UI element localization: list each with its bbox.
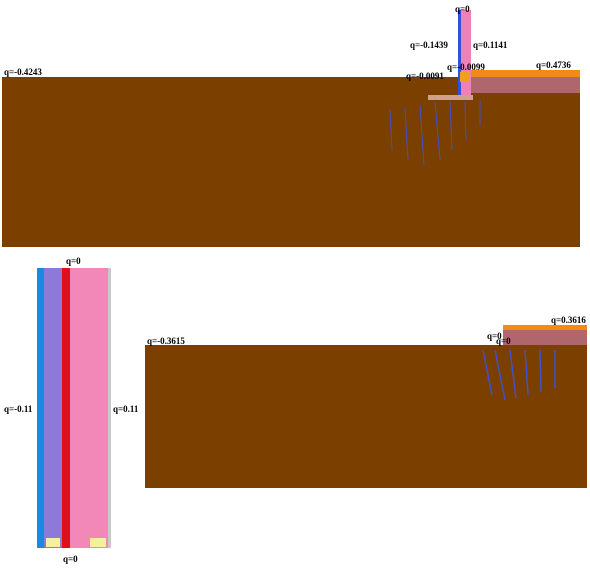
layer bbox=[70, 268, 108, 548]
label: q=0.11 bbox=[113, 404, 139, 414]
layer bbox=[62, 268, 70, 548]
arrow bbox=[494, 349, 506, 401]
wall-panel: q=0 q=-0.11 q=0.11 q=0 bbox=[4, 256, 139, 564]
node bbox=[460, 72, 470, 82]
load-strip bbox=[470, 70, 580, 77]
label: q=-0.11 bbox=[4, 404, 33, 414]
label: q=-0.4243 bbox=[4, 67, 42, 77]
block bbox=[46, 538, 60, 547]
fill-layer bbox=[503, 330, 587, 345]
arrow bbox=[464, 101, 467, 141]
label: q=0 bbox=[66, 256, 81, 266]
label: q=0.4736 bbox=[536, 60, 571, 70]
slope-panel: q=-0.3615 q=0.3616 q=0 q=0 bbox=[145, 315, 587, 488]
layer bbox=[108, 268, 111, 548]
label: q=-0.3615 bbox=[147, 336, 185, 346]
arrow bbox=[404, 107, 409, 161]
load-strip bbox=[503, 325, 587, 330]
arrow bbox=[524, 349, 529, 396]
label: q=-0.1439 bbox=[410, 40, 448, 50]
arrow bbox=[434, 101, 441, 161]
soil bbox=[145, 345, 587, 488]
label: q=0 bbox=[496, 336, 511, 346]
arrow bbox=[482, 349, 493, 396]
label: q=0 bbox=[63, 554, 78, 564]
top-panel: q=0 q=-0.1439 q=0.1141 q=-0.4243 q=-0.00… bbox=[2, 4, 580, 247]
wall-edge bbox=[458, 10, 461, 95]
arrow bbox=[509, 349, 517, 399]
arrow bbox=[389, 109, 393, 151]
soil bbox=[2, 77, 580, 247]
footing bbox=[428, 95, 473, 100]
label: q=0.1141 bbox=[473, 40, 508, 50]
layer bbox=[44, 268, 62, 548]
fill-layer bbox=[470, 77, 580, 93]
arrow bbox=[539, 349, 542, 393]
block bbox=[90, 538, 106, 547]
label: q=-0.0099 bbox=[447, 62, 485, 72]
label: q=0 bbox=[487, 331, 502, 341]
label: q=0.3616 bbox=[551, 315, 586, 325]
label: q=0 bbox=[455, 4, 470, 14]
label: q=-0.0091 bbox=[406, 71, 444, 81]
flow-arrows bbox=[482, 349, 556, 401]
arrow bbox=[419, 104, 425, 166]
arrow bbox=[449, 101, 453, 151]
flow-arrows bbox=[389, 100, 481, 166]
layer bbox=[37, 268, 44, 548]
